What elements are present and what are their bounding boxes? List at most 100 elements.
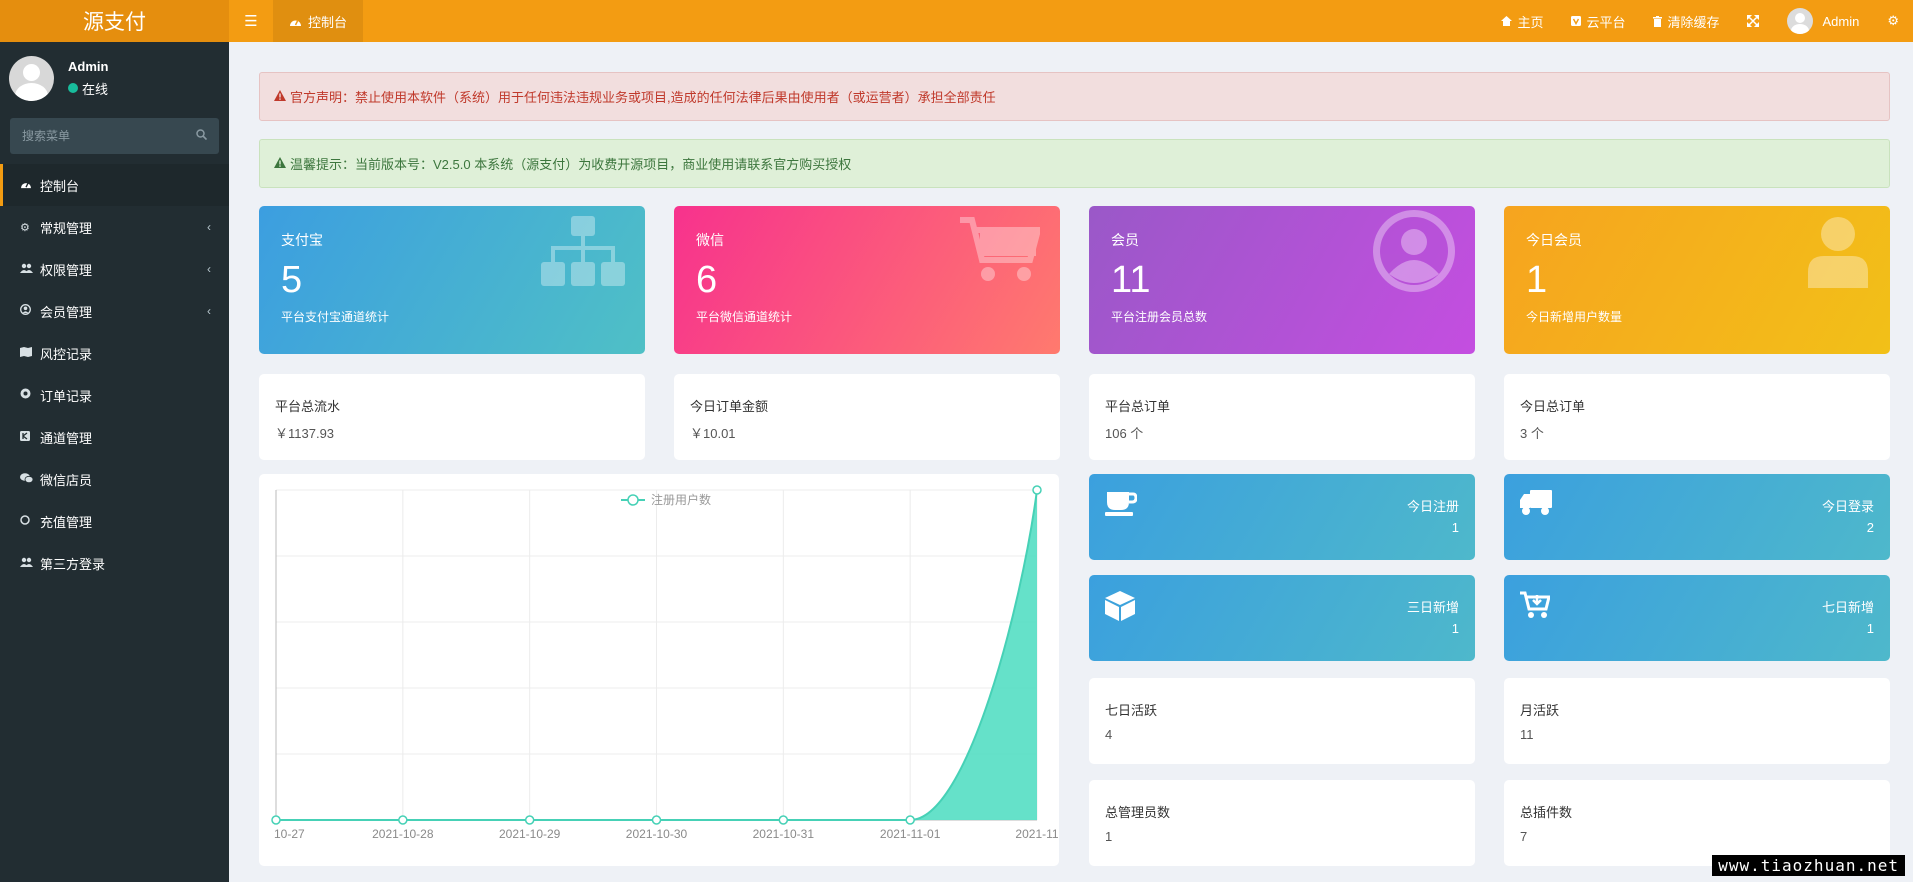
user-icon (1808, 217, 1868, 288)
sidebar-item-label: 通道管理 (40, 430, 93, 446)
tab-dashboard[interactable]: 控制台 (273, 0, 364, 42)
app-logo[interactable]: 源支付 (0, 0, 229, 42)
sidebar-item-label: 微信店员 (40, 472, 93, 488)
info-card-label: 月活跃 (1520, 703, 1560, 718)
info-card-label: 平台总流水 (275, 399, 341, 414)
seven-day-new-card: 七日新增 1 (1504, 575, 1890, 661)
tab-dashboard-label: 控制台 (308, 14, 348, 30)
total-flow-card: 平台总流水 ￥1137.93 (259, 374, 645, 460)
sidebar-item-members[interactable]: 会员管理 ‹ (0, 290, 229, 332)
chart-data-point (778, 815, 789, 825)
sidebar-search-input[interactable] (22, 129, 196, 143)
sidebar-item-third-party-login[interactable]: 第三方登录 (0, 542, 229, 584)
home-link[interactable]: 主页 (1487, 0, 1557, 42)
search-icon[interactable] (196, 129, 208, 143)
sidebar-item-dashboard[interactable]: 控制台 (0, 164, 229, 206)
sidebar-item-recharge[interactable]: 充值管理 (0, 500, 229, 542)
sidebar-item-order-records[interactable]: 订单记录 (0, 374, 229, 416)
info-card-value: ￥1137.93 (275, 426, 335, 441)
sidebar-item-risk-records[interactable]: 风控记录 (0, 332, 229, 374)
sidebar: Admin 在线 控制台 ⚙ 常规管理 ‹ 权限管理 ‹ 会员管 (0, 42, 229, 882)
sidebar-search (10, 118, 219, 154)
seven-day-active-card: 七日活跃 4 (1089, 678, 1475, 764)
chart-series-area (276, 490, 1037, 820)
today-login-card: 今日登录 2 (1504, 474, 1890, 560)
monthly-active-card: 月活跃 11 (1504, 678, 1890, 764)
user-circle-icon (20, 304, 36, 318)
stat-card-subtitle: 平台支付宝通道统计 (281, 309, 390, 324)
info-card-label: 总插件数 (1520, 805, 1573, 820)
wechat-stat-card: 微信 6 平台微信通道统计 (674, 206, 1060, 354)
users-icon (20, 263, 36, 276)
cloud-platform-link[interactable]: 云平台 (1557, 0, 1639, 42)
chevron-left-icon: ‹ (207, 220, 211, 234)
cart-icon (960, 217, 1040, 281)
mini-card-label: 三日新增 (1406, 600, 1459, 615)
chart-data-point (524, 815, 535, 825)
fullscreen-button[interactable] (1733, 0, 1773, 42)
info-card-label: 今日总订单 (1520, 399, 1586, 414)
chart-canvas: 10-27 2021-10-28 2021-10-29 2021-10-30 2021-… (271, 485, 1059, 841)
sidebar-item-general[interactable]: ⚙ 常规管理 ‹ (0, 206, 229, 248)
stat-card-title: 会员 (1111, 232, 1139, 248)
stat-card-title: 今日会员 (1526, 232, 1582, 248)
chrome-icon (20, 388, 36, 402)
chart-data-point (1032, 485, 1042, 495)
cloud-platform-link-label: 云平台 (1586, 14, 1626, 30)
sidebar-avatar (9, 55, 54, 101)
cube-icon (1105, 591, 1135, 621)
member-stat-card: 会员 11 平台注册会员总数 (1089, 206, 1475, 354)
sidebar-status-label: 在线 (82, 81, 109, 97)
sidebar-item-permissions[interactable]: 权限管理 ‹ (0, 248, 229, 290)
chart-data-point (271, 815, 281, 825)
chart-x-tick-label: 2021-11-01 (880, 827, 941, 841)
today-order-amount-card: 今日订单金额 ￥10.01 (674, 374, 1060, 460)
sidebar-item-label: 常规管理 (40, 220, 93, 236)
clear-cache-link[interactable]: 清除缓存 (1639, 0, 1733, 42)
main-content: 官方声明：禁止使用本软件（系统）用于任何违法违规业务或项目,造成的任何法律后果由… (229, 42, 1913, 882)
today-orders-card: 今日总订单 3 个 (1504, 374, 1890, 460)
three-day-new-card: 三日新增 1 (1089, 575, 1475, 661)
sidebar-item-label: 权限管理 (40, 262, 93, 278)
dashboard-icon (20, 179, 36, 192)
bars-icon: ☰ (244, 13, 258, 30)
sidebar-item-label: 风控记录 (40, 346, 93, 362)
stat-card-value: 11 (1111, 259, 1151, 301)
menu-toggle-button[interactable]: ☰ (229, 0, 273, 42)
disclaimer-alert: 官方声明：禁止使用本软件（系统）用于任何违法违规业务或项目,造成的任何法律后果由… (259, 72, 1890, 121)
warning-icon (274, 89, 286, 104)
sidebar-item-label: 第三方登录 (40, 556, 106, 572)
chart-series-line (276, 489, 1038, 821)
chart-x-tick-label: 2021-10-29 (499, 827, 561, 841)
dashboard-icon (290, 19, 301, 26)
truck-icon (1520, 490, 1552, 515)
chart-legend-label: 注册用户数 (651, 492, 711, 507)
top-user-menu[interactable]: Admin (1773, 8, 1873, 34)
sidebar-user-panel: Admin 在线 (0, 42, 229, 114)
sidebar-item-wechat-clerks[interactable]: 微信店员 (0, 458, 229, 500)
mini-card-label: 今日登录 (1821, 499, 1874, 514)
sitemap-icon (541, 216, 625, 286)
chart-x-tick-label: 2021-10-31 (753, 827, 815, 841)
total-admins-card: 总管理员数 1 (1089, 780, 1475, 866)
chevron-left-icon: ‹ (207, 304, 211, 318)
settings-button[interactable]: ⚙ (1873, 0, 1913, 42)
chart-data-point (398, 815, 408, 825)
chart-data-point (651, 815, 662, 825)
stat-card-title: 微信 (696, 232, 724, 248)
sidebar-user-name: Admin (68, 58, 109, 74)
clear-cache-link-label: 清除缓存 (1667, 14, 1720, 30)
info-card-label: 今日订单金额 (690, 399, 769, 414)
info-card-label: 七日活跃 (1105, 703, 1158, 718)
sidebar-item-label: 控制台 (40, 178, 80, 194)
header-avatar (1787, 8, 1814, 34)
stat-card-value: 1 (1526, 259, 1548, 301)
home-link-label: 主页 (1517, 14, 1544, 30)
total-plugins-card: 总插件数 7 (1504, 780, 1890, 866)
info-card-value: 106 个 (1105, 426, 1144, 441)
sidebar-item-label: 会员管理 (40, 304, 93, 320)
info-card-value: 3 个 (1520, 426, 1544, 441)
sidebar-item-channels[interactable]: 通道管理 (0, 416, 229, 458)
info-card-value: 11 (1520, 727, 1534, 742)
version-alert: 温馨提示：当前版本号：V2.5.0 本系统（源支付）为收费开源项目，商业使用请联… (259, 139, 1890, 188)
